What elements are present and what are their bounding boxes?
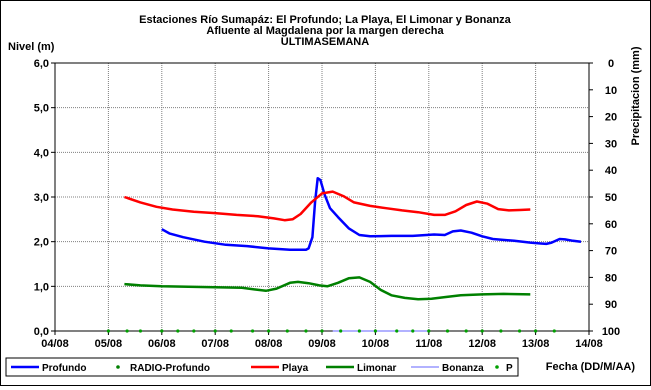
x-tick-label: 06/08: [148, 338, 176, 350]
y-tick-label: 5,0: [34, 103, 49, 115]
title-line-1: Estaciones Río Sumapáz: El Profundo; La …: [139, 14, 512, 26]
y-tick-label: 3,0: [34, 192, 49, 204]
series-line-limonar: [124, 276, 531, 301]
series-point-p: [138, 329, 143, 333]
y2-tick-label: 30: [605, 138, 617, 150]
series-point-p: [464, 329, 468, 333]
series-point-p: [517, 329, 522, 333]
y2-axis-label: Precipitacion (mm): [630, 46, 642, 145]
series-point-p: [213, 329, 217, 333]
y2-tick-label: 40: [605, 165, 617, 177]
y-tick-label: 0,0: [34, 326, 49, 338]
series-point-p: [229, 329, 233, 333]
y2-tick-label: 20: [605, 112, 617, 124]
series-point-p: [285, 329, 289, 333]
series-line-playa: [124, 190, 531, 222]
series-point-p: [534, 329, 538, 333]
y2-tick-label: 70: [605, 246, 617, 258]
series-point-p: [267, 329, 271, 333]
legend-label-limonar: Limonar: [357, 363, 397, 374]
y-tick-label: 4,0: [34, 147, 49, 159]
series-line-profundo: [161, 176, 582, 251]
x-tick-label: 11/08: [415, 338, 442, 350]
title-line-3: ULTIMASEMANA: [281, 36, 369, 48]
legend-swatch-p: [495, 365, 499, 369]
series-point-p: [106, 329, 110, 333]
series-point-p: [427, 329, 431, 333]
series-point-p: [395, 329, 399, 333]
y-tick-label: 2,0: [34, 237, 49, 249]
series-point-p: [304, 329, 308, 333]
x-tick-label: 14/08: [575, 338, 603, 350]
series-point-p: [480, 329, 484, 333]
legend-label-radio-profundo: RADIO-Profundo: [130, 363, 210, 374]
series-point-p: [192, 329, 196, 333]
series-point-p: [373, 329, 377, 333]
series-point-p: [250, 329, 255, 333]
x-tick-label: 05/08: [95, 338, 123, 350]
series-point-p: [339, 329, 343, 333]
series-point-p: [125, 329, 129, 333]
y2-tick-label: 100: [602, 326, 620, 338]
y2-tick-label: 0: [608, 58, 614, 70]
y2-tick-label: 10: [605, 85, 617, 97]
series-point-p: [445, 329, 450, 333]
x-tick-label: 07/08: [201, 338, 229, 350]
series-point-p: [160, 329, 164, 333]
series-point-p: [411, 329, 415, 333]
y-axis-label: Nivel (m): [8, 41, 55, 53]
series-point-p: [320, 329, 324, 333]
plot-area: 0,0 1,0 2,0 3,0 4,0 5,0 6,0 0 10 20 30 40 50 60 70 80 90…: [34, 58, 620, 350]
series-point-p: [357, 329, 361, 333]
x-tick-label: 12/08: [468, 338, 496, 350]
legend-label-p: P: [506, 363, 513, 374]
y2-tick-label: 50: [605, 192, 617, 204]
series-point-p: [176, 329, 180, 333]
legend-label-playa: Playa: [282, 363, 309, 374]
legend: Profundo RADIO-Profundo Playa Limonar Bonanz…: [5, 357, 519, 377]
legend-label-bonanza: Bonanza: [442, 363, 484, 374]
legend-swatch-radio-profundo: [116, 365, 120, 369]
chart-title: Estaciones Río Sumapáz: El Profundo; La …: [139, 14, 512, 48]
y-tick-label: 1,0: [34, 281, 49, 293]
title-line-2: Afluente al Magdalena por la margen dere…: [206, 25, 444, 37]
y2-tick-label: 60: [605, 219, 617, 231]
series-point-p: [552, 329, 556, 333]
x-tick-label: 13/08: [522, 338, 550, 350]
y-tick-label: 6,0: [34, 58, 49, 70]
x-axis-label: Fecha (DD/M/AA): [546, 361, 636, 373]
x-tick-label: 10/08: [362, 338, 390, 350]
x-tick-label: 09/08: [308, 338, 336, 350]
x-tick-label: 08/08: [255, 338, 283, 350]
y2-tick-label: 90: [605, 299, 617, 311]
legend-label-profundo: Profundo: [42, 363, 86, 374]
x-tick-label: 04/08: [41, 338, 69, 350]
series-point-p: [499, 329, 503, 333]
y2-tick-label: 80: [605, 272, 617, 284]
